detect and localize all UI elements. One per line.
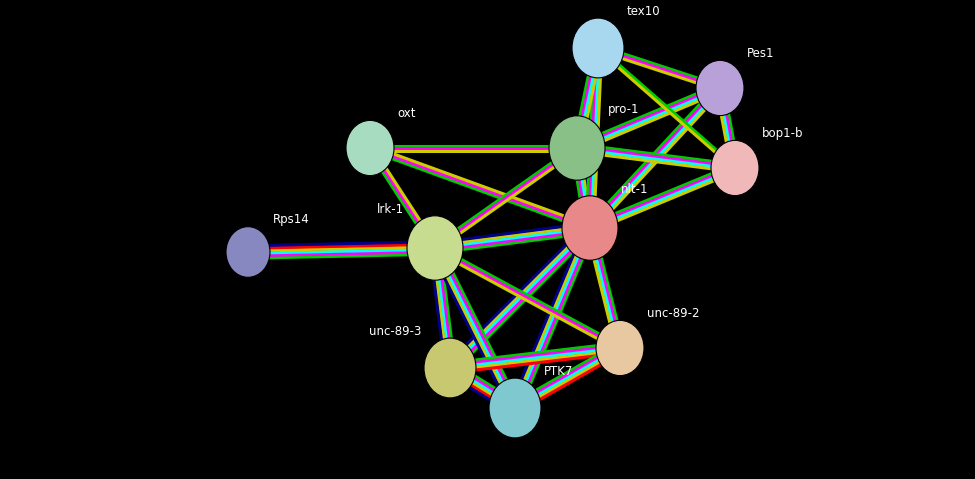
Text: unc-89-2: unc-89-2 [647, 307, 699, 320]
Text: lrk-1: lrk-1 [377, 203, 404, 216]
Ellipse shape [711, 140, 759, 195]
Ellipse shape [696, 60, 744, 115]
Text: Rps14: Rps14 [273, 213, 310, 226]
Text: oxt: oxt [397, 107, 415, 120]
Ellipse shape [346, 120, 394, 176]
Text: bop1-b: bop1-b [762, 127, 803, 140]
Ellipse shape [489, 378, 541, 438]
Ellipse shape [596, 320, 644, 376]
Ellipse shape [424, 338, 476, 398]
Ellipse shape [226, 227, 270, 277]
Ellipse shape [572, 18, 624, 78]
Ellipse shape [549, 116, 605, 180]
Text: pro-1: pro-1 [608, 103, 640, 116]
Text: Pes1: Pes1 [747, 47, 774, 60]
Ellipse shape [407, 216, 463, 280]
Text: PTK7: PTK7 [544, 365, 573, 378]
Text: nlt-1: nlt-1 [621, 183, 648, 196]
Ellipse shape [562, 196, 618, 260]
Text: tex10: tex10 [627, 5, 661, 18]
Text: unc-89-3: unc-89-3 [369, 325, 421, 338]
